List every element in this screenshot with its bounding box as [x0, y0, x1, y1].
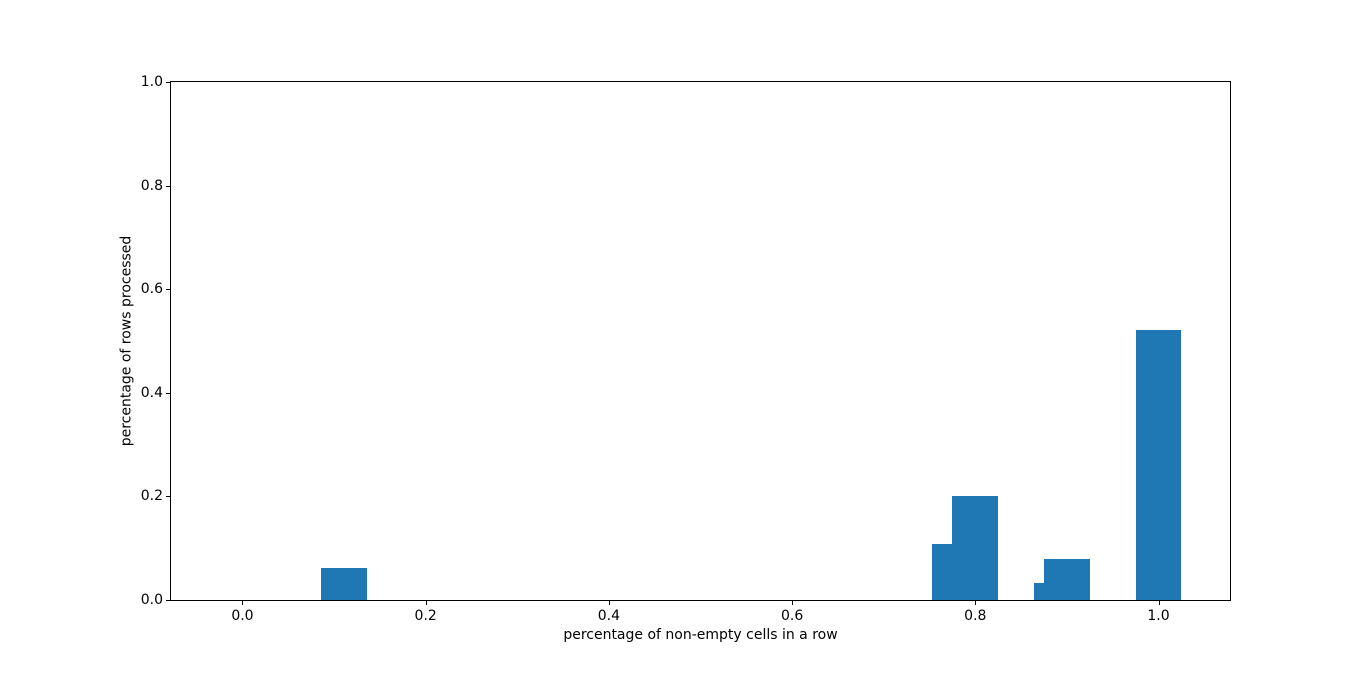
x-axis-tick	[792, 601, 794, 605]
y-axis-tick	[166, 496, 170, 498]
y-tick-label: 0.4	[140, 384, 163, 401]
histogram-bar	[952, 495, 999, 600]
x-tick-label: 0.2	[414, 608, 437, 624]
histogram-bar	[1044, 559, 1090, 600]
histogram-bar	[1135, 329, 1182, 600]
y-tick-label: 0.8	[140, 177, 163, 194]
x-axis-tick	[1158, 601, 1160, 605]
x-tick-label: 0.4	[597, 608, 621, 624]
x-axis-label: percentage of non-empty cells in a row	[563, 627, 838, 643]
y-axis-tick	[166, 289, 170, 291]
x-tick-label: 1.0	[1147, 608, 1170, 624]
y-axis-label: percentage of rows processed	[118, 235, 135, 447]
x-tick-label: 0.6	[780, 608, 804, 624]
y-axis-tick	[166, 185, 170, 187]
y-tick-label: 0.0	[140, 592, 163, 608]
y-tick-label: 1.0	[140, 74, 163, 90]
y-axis-tick	[166, 392, 170, 394]
y-tick-label: 0.2	[140, 488, 163, 505]
histogram-bar	[321, 568, 368, 600]
x-tick-label: 0.0	[231, 608, 254, 624]
x-axis-tick	[242, 601, 244, 605]
x-axis-tick	[425, 601, 427, 605]
y-tick-label: 0.6	[140, 281, 163, 298]
y-axis-tick	[166, 600, 170, 601]
x-tick-label: 0.8	[964, 608, 987, 624]
plot-area: 0.0 0.2 0.4 0.6 0.8 1.0 0.0 0.2 0.4 0.6 0.8 1.0	[141, 75, 1231, 624]
x-axis-tick	[975, 601, 977, 605]
y-axis-tick	[166, 82, 170, 83]
x-axis-tick	[608, 601, 610, 605]
